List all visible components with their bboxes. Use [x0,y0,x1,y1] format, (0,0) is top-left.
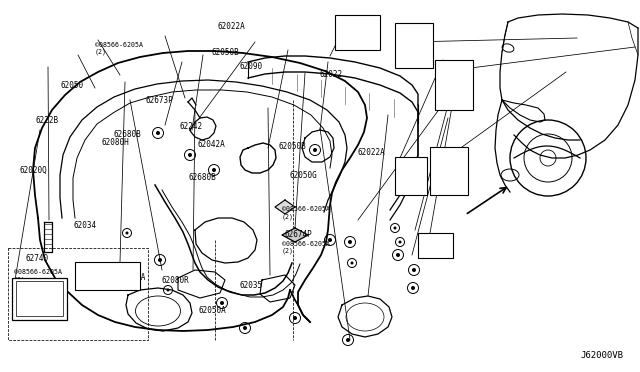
Circle shape [158,258,162,262]
Circle shape [293,316,297,320]
Circle shape [166,289,170,292]
Circle shape [125,231,129,234]
Text: 6222B: 6222B [35,116,58,125]
Circle shape [328,238,332,242]
Text: 62740: 62740 [26,254,49,263]
Text: 62080R: 62080R [162,276,189,285]
Text: 62020Q: 62020Q [19,166,47,174]
FancyBboxPatch shape [430,147,468,195]
Text: 62090: 62090 [240,62,263,71]
Circle shape [188,153,192,157]
Polygon shape [282,228,308,242]
Text: 62022: 62022 [320,70,343,79]
Text: 62080H: 62080H [101,138,129,147]
Polygon shape [275,200,295,214]
FancyBboxPatch shape [395,157,427,195]
Circle shape [351,262,353,264]
Circle shape [396,253,400,257]
Text: 62042AA: 62042AA [114,273,147,282]
Text: 62050A: 62050A [198,306,226,315]
Text: 62035: 62035 [240,281,263,290]
Text: 62042A: 62042A [197,140,225,149]
Text: ©08566-6205A
(2): ©08566-6205A (2) [14,269,62,283]
Circle shape [243,326,247,330]
Text: 62673P: 62673P [146,96,173,105]
Circle shape [346,338,350,342]
Text: 62034: 62034 [74,221,97,230]
Circle shape [412,268,416,272]
Text: 62050: 62050 [61,81,84,90]
FancyBboxPatch shape [75,262,140,290]
Text: 62022A: 62022A [357,148,385,157]
Text: 62050B: 62050B [211,48,239,57]
Text: 62672: 62672 [397,53,420,62]
FancyBboxPatch shape [435,60,473,110]
Text: 62022A: 62022A [218,22,245,31]
Text: 62050A: 62050A [76,268,103,277]
FancyBboxPatch shape [335,15,380,50]
Circle shape [156,131,160,135]
Text: ©08566-6205A
(2): ©08566-6205A (2) [282,241,330,254]
Circle shape [212,168,216,172]
Text: ©08566-6205A
(2): ©08566-6205A (2) [282,206,330,220]
FancyBboxPatch shape [12,278,67,320]
Text: ©08566-6205A
(2): ©08566-6205A (2) [95,42,143,55]
Text: 62050B: 62050B [278,142,306,151]
FancyBboxPatch shape [418,233,453,258]
Text: 62242: 62242 [179,122,202,131]
Text: 62050G: 62050G [289,171,317,180]
Text: J62000VB: J62000VB [580,351,623,360]
Text: 62671: 62671 [358,36,381,45]
Circle shape [399,241,401,244]
FancyBboxPatch shape [395,23,433,68]
Text: 62680B: 62680B [114,130,141,139]
Text: 62674P: 62674P [284,230,312,239]
Circle shape [411,286,415,290]
Text: 62680B: 62680B [189,173,216,182]
Circle shape [348,240,352,244]
Circle shape [220,301,224,305]
Circle shape [394,227,397,230]
Circle shape [313,148,317,152]
